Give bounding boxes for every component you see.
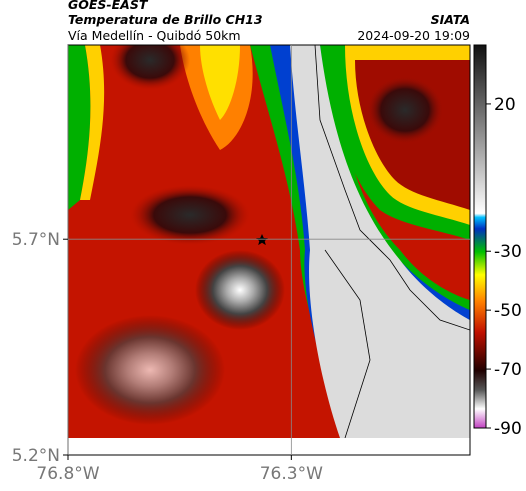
colorbar-tick-label: -30 (494, 242, 522, 262)
colorbar-tick-label: -70 (494, 360, 522, 380)
colorbar-tick-label: 20 (494, 95, 516, 115)
source: GOES-EAST (68, 0, 149, 12)
y-tick-label: 5.2°N (12, 446, 60, 466)
subtitle: Vía Medellín - Quibdó 50km (68, 28, 241, 43)
title: Temperatura de Brillo CH13 (68, 12, 263, 27)
x-tick-label: 76.3°W (260, 464, 323, 484)
colorbar-tick-label: -50 (494, 301, 522, 321)
x-tick-label: 76.8°W (36, 464, 99, 484)
timestamp: 2024-09-20 19:09 (357, 28, 470, 43)
satellite-image (68, 45, 470, 438)
colorbar-tick-label: -90 (494, 419, 522, 439)
y-tick-label: 5.7°N (12, 230, 60, 250)
agency: SIATA (431, 12, 470, 27)
colorbar (473, 44, 487, 429)
